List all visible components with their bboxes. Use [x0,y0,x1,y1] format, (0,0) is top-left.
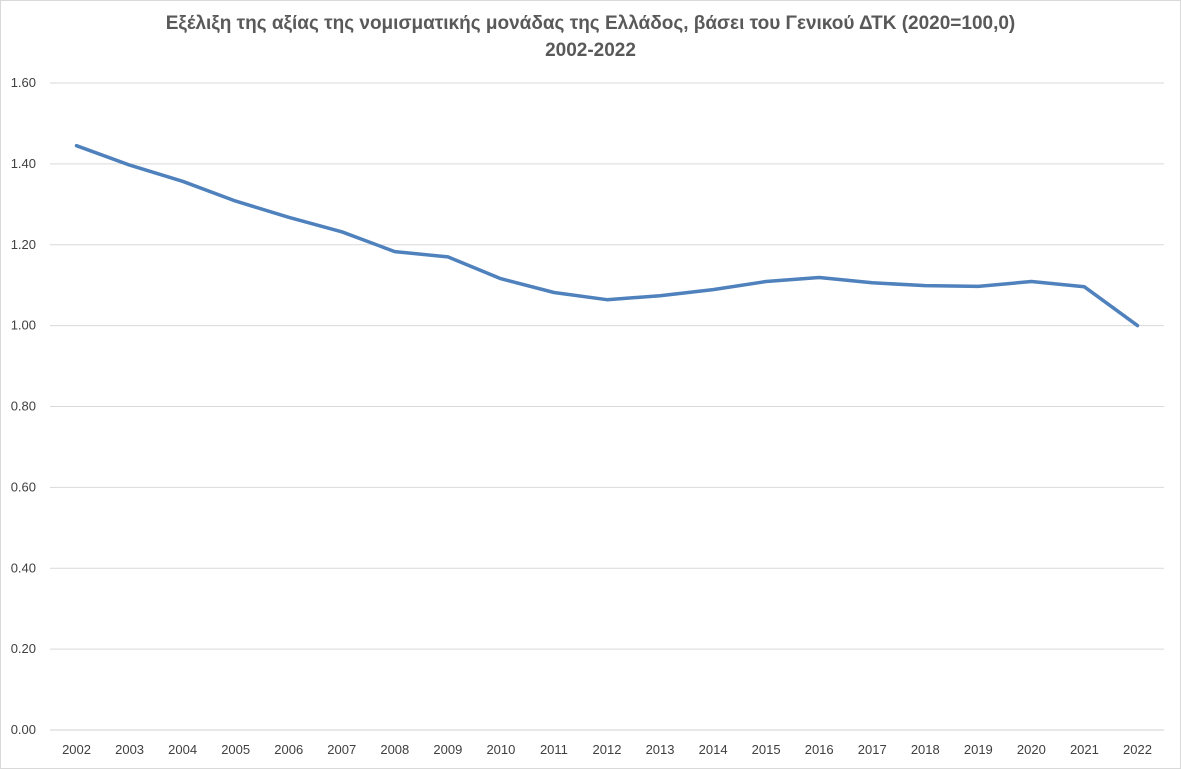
x-tick-label: 2006 [274,742,303,757]
x-tick-label: 2012 [593,742,622,757]
x-tick-label: 2009 [433,742,462,757]
series-group [74,143,1140,328]
x-tick-label: 2013 [646,742,675,757]
x-tick-label: 2002 [62,742,91,757]
x-tick-label: 2011 [540,742,568,757]
x-tick-label: 2003 [115,742,144,757]
x-tick-label: 2007 [327,742,356,757]
y-tick-label: 0.20 [11,641,36,656]
chart-title: Εξέλιξη της αξίας της νομισματικής μονάδ… [165,13,1016,34]
x-tick-label: 2004 [168,742,197,757]
x-tick-label: 2022 [1123,742,1152,757]
x-tick-label: 2018 [911,742,940,757]
x-tick-label: 2015 [752,742,781,757]
y-tick-label: 0.60 [11,479,36,494]
y-tick-label: 0.40 [11,560,36,575]
x-tick-label: 2008 [380,742,409,757]
y-tick-label: 1.00 [11,318,36,333]
y-tick-label: 0.00 [11,722,36,737]
chart-subtitle: 2002-2022 [545,40,636,61]
x-tick-label: 2010 [486,742,515,757]
chart-title-block: Εξέλιξη της αξίας της νομισματικής μονάδ… [0,10,1181,64]
y-tick-label: 1.40 [11,156,36,171]
x-tick-label: 2014 [699,742,728,757]
x-tick-label: 2021 [1070,742,1099,757]
y-tick-label: 1.20 [11,237,36,252]
y-tick-label: 0.80 [11,399,36,414]
y-axis-labels: 0.00 0.20 0.40 0.60 0.80 1.00 1.20 1.40 1.60 [11,75,36,737]
series-line [74,143,1140,328]
gridlines [50,82,1164,731]
x-tick-label: 2017 [858,742,887,757]
x-tick-label: 2005 [221,742,250,757]
x-tick-label: 2019 [964,742,993,757]
x-tick-label: 2020 [1017,742,1046,757]
x-tick-label: 2016 [805,742,834,757]
y-tick-label: 1.60 [11,75,36,90]
x-axis-labels: 2002 2003 2004 2005 2006 2007 2008 2009 2010 2011… [62,742,1152,757]
